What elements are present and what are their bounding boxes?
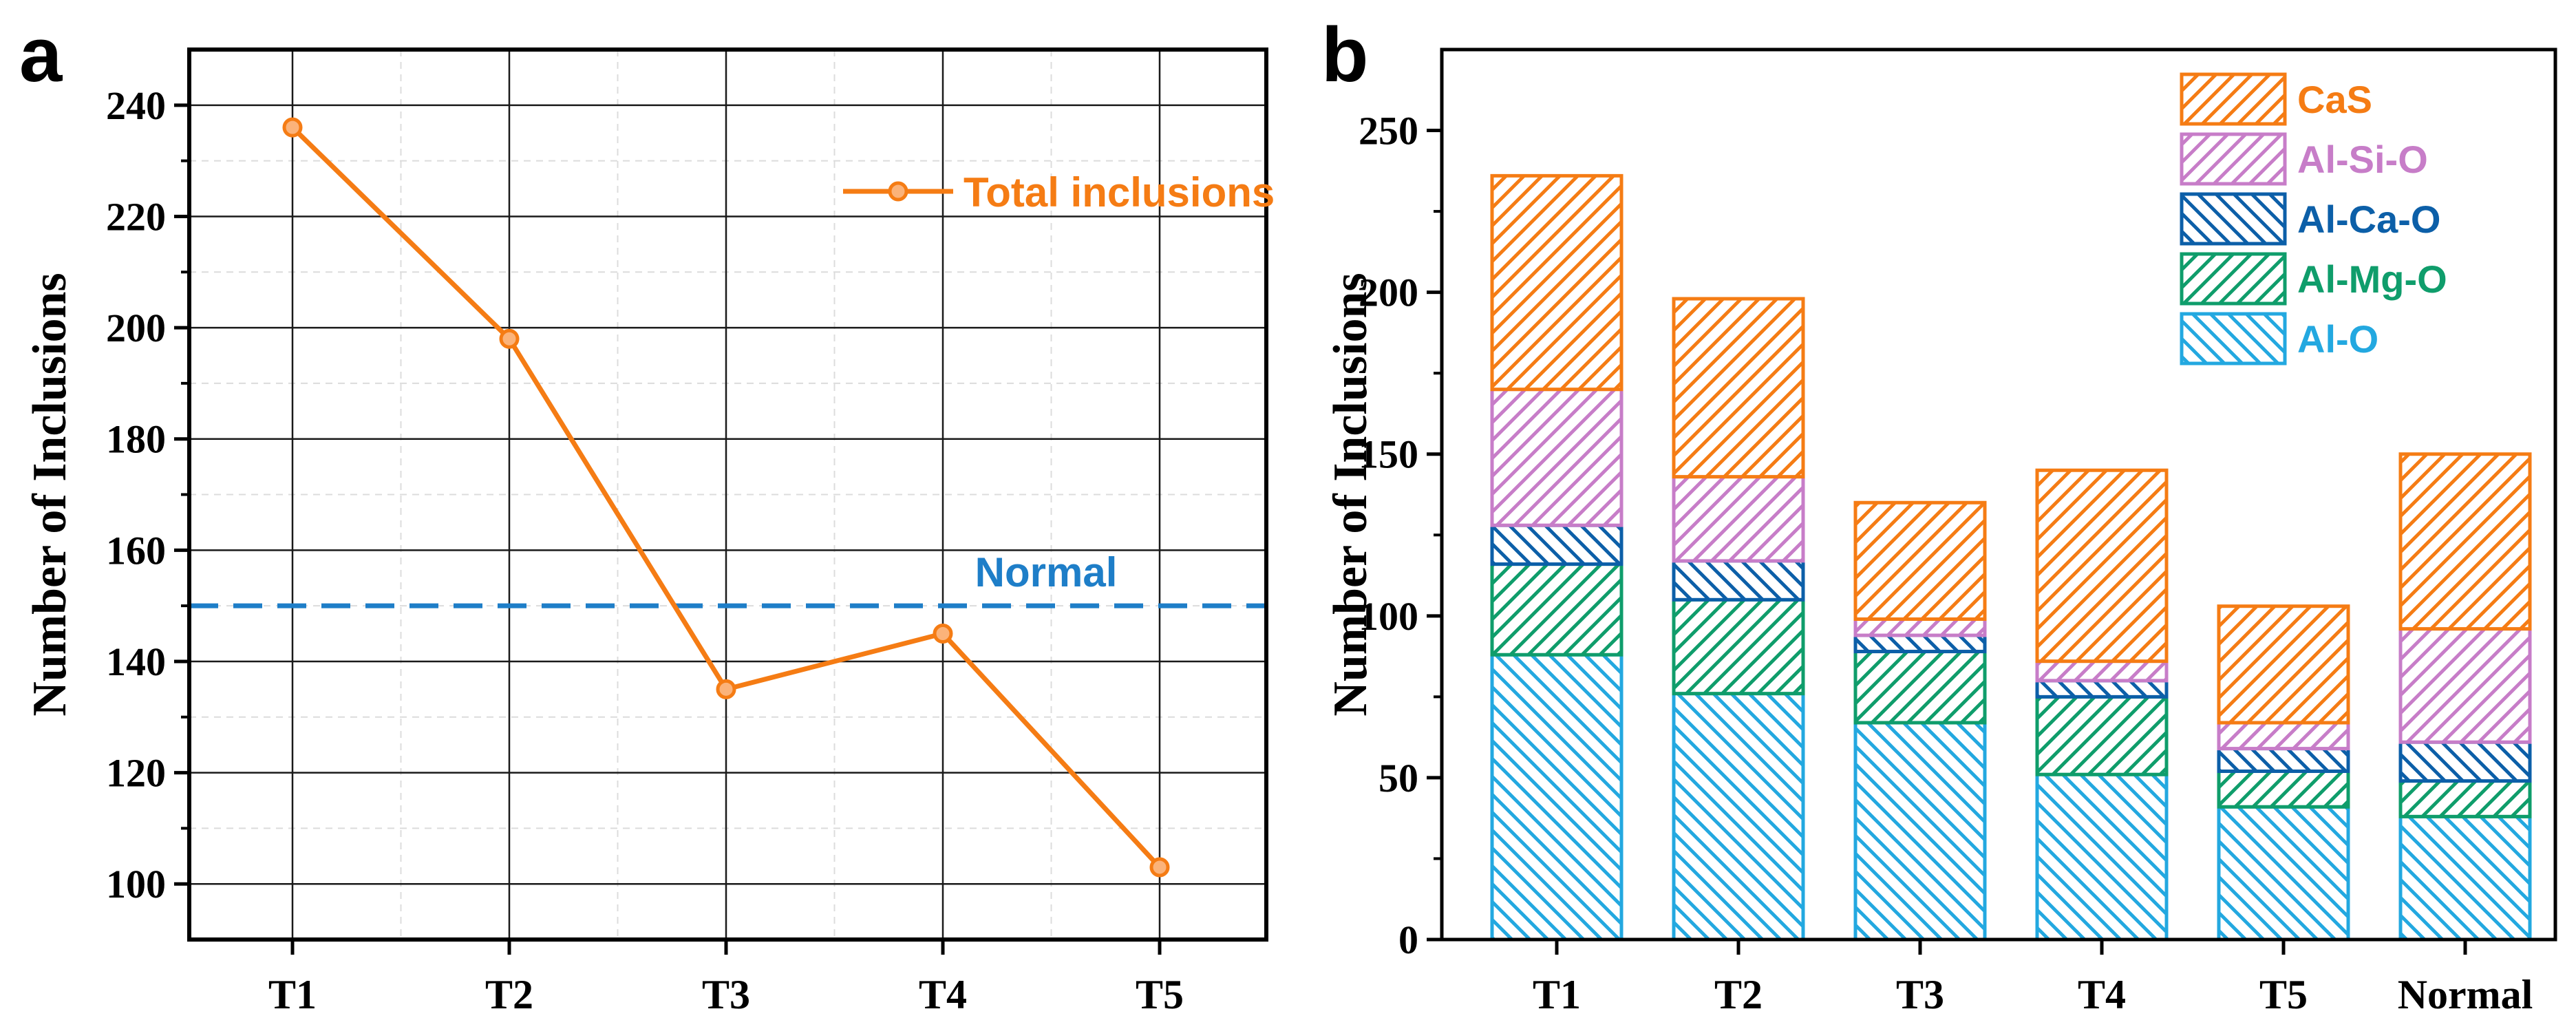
- panel-a: a Normal 100 120 140 160 180 200 220 240 T1 T2 T3 T4 T…: [19, 12, 1275, 1017]
- x-tick-label-t3: T3: [1896, 972, 1944, 1017]
- bar-t4-al-ca-o: [2035, 679, 2169, 699]
- y-tick-label: 200: [106, 306, 166, 350]
- bar-t3-al-ca-o: [1853, 633, 1987, 654]
- x-tick-label-normal: Normal: [2398, 972, 2533, 1017]
- bar-normal-al-si-o: [2398, 627, 2532, 744]
- y-tick-label: 50: [1379, 756, 1418, 800]
- legend-swatch-al-ca-o: [2180, 192, 2287, 246]
- bar-t2-al-o: [1672, 692, 1805, 942]
- legend-label-al-si-o: Al-Si-O: [2297, 138, 2428, 181]
- bar-t3-cas: [1853, 500, 1987, 622]
- bar-t2-cas: [1672, 297, 1805, 479]
- y-tick-label: 240: [106, 83, 166, 128]
- bar-t5-al-o: [2217, 805, 2350, 942]
- bar-t4-al-mg-o: [2035, 694, 2169, 776]
- x-tick-label-t4: T4: [919, 972, 967, 1017]
- x-tick-label-t5: T5: [2259, 972, 2308, 1017]
- bar-t5-cas: [2217, 604, 2350, 725]
- bar-normal-al-mg-o: [2398, 779, 2532, 818]
- y-axis-title-a: Number of Inclusions: [23, 273, 76, 716]
- y-tick-label: 220: [106, 194, 166, 239]
- bar-t1-cas: [1490, 173, 1624, 392]
- bar-normal-cas: [2398, 452, 2532, 631]
- plot-frame-b: [1440, 47, 2557, 942]
- y-tick-label: 140: [106, 639, 166, 684]
- bar-t5-al-mg-o: [2217, 770, 2350, 809]
- bar-t3-al-o: [1853, 721, 1987, 942]
- bar-t1-al-ca-o: [1490, 523, 1624, 566]
- panel-label-b: b: [1321, 12, 1368, 98]
- y-tick-label: 200: [1359, 271, 1418, 315]
- x-tick-label-t2: T2: [485, 972, 533, 1017]
- legend-label-total-inclusions: Total inclusions: [964, 169, 1275, 215]
- panel-label-a: a: [19, 12, 63, 98]
- y-tick-label: 150: [1359, 432, 1418, 477]
- bar-t5-al-si-o: [2217, 721, 2350, 751]
- legend-label-al-ca-o: Al-Ca-O: [2297, 198, 2440, 241]
- legend-swatch-al-o: [2180, 312, 2287, 365]
- panel-b: b 0 50 100 150 200 250 T1 T2 T3 T4 T5 Normal Number o…: [1321, 12, 2557, 1017]
- data-point-t5: [1149, 857, 1170, 878]
- reference-line-label: Normal: [975, 549, 1118, 595]
- data-point-t2: [499, 328, 520, 349]
- y-tick-label: 160: [106, 528, 166, 573]
- x-tick-label-t4: T4: [2078, 972, 2126, 1017]
- bar-t2-al-mg-o: [1672, 597, 1805, 696]
- bar-normal-al-o: [2398, 814, 2532, 942]
- x-tick-label-t1: T1: [1533, 972, 1581, 1017]
- bar-t2-al-si-o: [1672, 475, 1805, 563]
- bar-t5-al-ca-o: [2217, 747, 2350, 774]
- legend-swatch-al-mg-o: [2180, 252, 2287, 306]
- bar-t1-al-o: [1490, 653, 1624, 942]
- x-tick-label-t2: T2: [1714, 972, 1763, 1017]
- x-tick-label-t3: T3: [702, 972, 750, 1017]
- data-point-t1: [282, 117, 303, 138]
- bar-t4-cas: [2035, 468, 2169, 664]
- legend-swatch-cas: [2180, 72, 2287, 126]
- bar-t2-al-ca-o: [1672, 559, 1805, 602]
- y-axis-title-b: Number of Inclusions: [1324, 273, 1377, 716]
- y-tick-label: 100: [106, 862, 166, 906]
- legend-swatch-al-si-o: [2180, 132, 2287, 186]
- legend-label-al-o: Al-O: [2297, 317, 2378, 361]
- legend-label-cas: CaS: [2297, 78, 2372, 121]
- x-tick-label-t5: T5: [1136, 972, 1184, 1017]
- y-tick-label: 250: [1359, 109, 1418, 153]
- y-tick-label: 100: [1359, 594, 1418, 639]
- legend-label-al-mg-o: Al-Mg-O: [2297, 257, 2447, 301]
- bar-normal-al-ca-o: [2398, 740, 2532, 783]
- bar-t3-al-mg-o: [1853, 650, 1987, 725]
- x-tick-label-t1: T1: [268, 972, 317, 1017]
- bar-t3-al-si-o: [1853, 617, 1987, 637]
- legend-marker-total-inclusions: [888, 181, 908, 202]
- bar-t4-al-o: [2035, 772, 2169, 942]
- y-tick-label: 0: [1398, 918, 1418, 962]
- bar-t4-al-si-o: [2035, 659, 2169, 683]
- y-tick-label: 120: [106, 751, 166, 796]
- data-point-t4: [933, 624, 953, 644]
- bar-t1-al-mg-o: [1490, 562, 1624, 657]
- data-point-t3: [716, 679, 736, 699]
- bar-t1-al-si-o: [1490, 388, 1624, 527]
- y-tick-label: 180: [106, 417, 166, 462]
